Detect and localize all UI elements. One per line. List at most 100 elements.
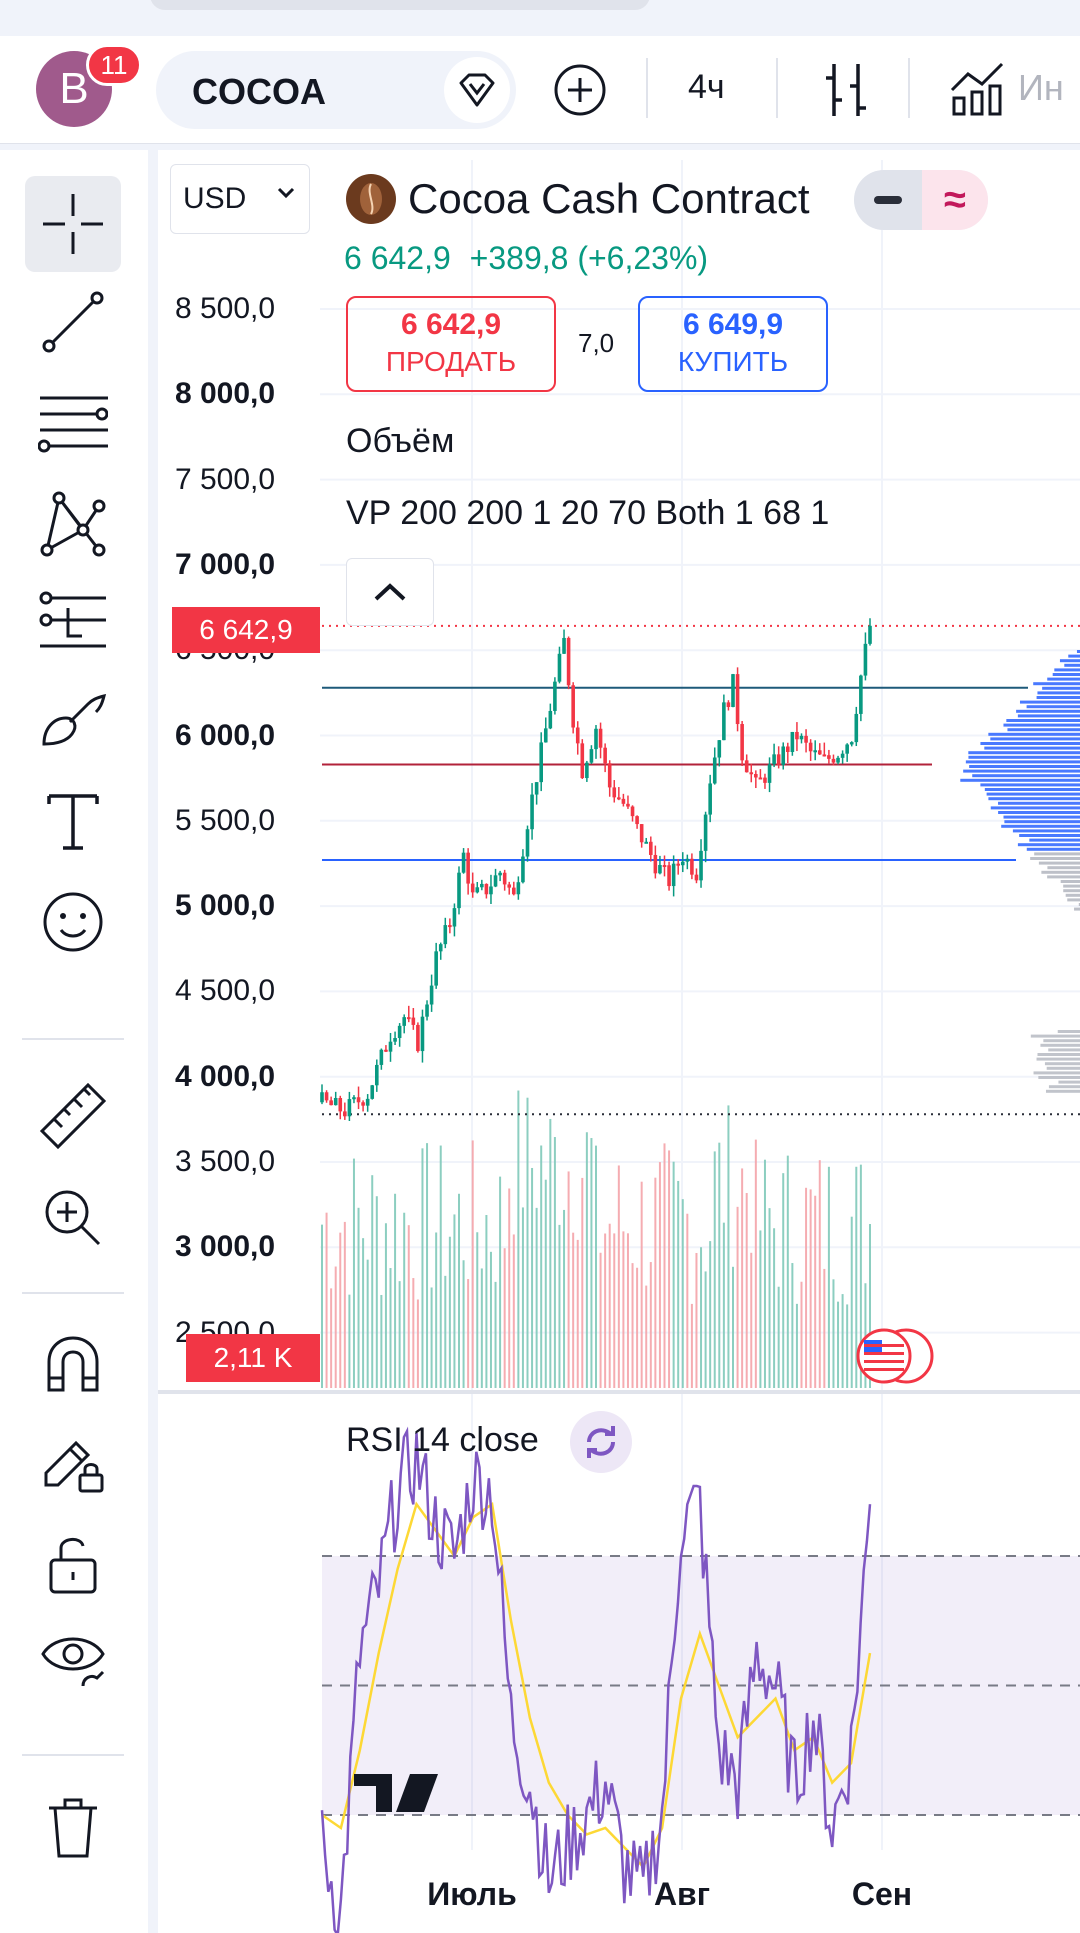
- volume-bar: [791, 1263, 794, 1388]
- candle-body: [361, 1102, 365, 1106]
- volume-profile-bar: [969, 765, 1080, 768]
- trash-icon: [49, 1798, 97, 1858]
- volume-bar: [759, 1230, 762, 1388]
- price-change-line: 6 642,9 +389,8 (+6,23%): [344, 240, 708, 277]
- hide-drawings-tool[interactable]: [25, 1612, 121, 1708]
- candle-body: [539, 742, 543, 783]
- candle-body: [566, 637, 571, 686]
- volume-bar: [471, 1140, 474, 1388]
- volume-profile-bar: [1017, 843, 1080, 847]
- volume-bar: [722, 1222, 725, 1388]
- volume-bar: [668, 1150, 671, 1388]
- candle-body: [411, 1017, 416, 1025]
- volume-profile-bar: [1054, 668, 1080, 672]
- volume-profile-bar: [1036, 696, 1080, 699]
- candle-body: [699, 850, 703, 881]
- compare-button[interactable]: ≈: [922, 170, 988, 230]
- candle-body: [475, 887, 480, 893]
- candle-body: [822, 754, 827, 757]
- volume-bar: [640, 1181, 643, 1388]
- volume-bar: [389, 1268, 392, 1388]
- volume-profile-bar: [986, 792, 1080, 796]
- candle-body: [603, 747, 607, 764]
- volume-profile-bar: [1067, 898, 1080, 902]
- sell-button[interactable]: 6 642,9 ПРОДАТЬ: [346, 296, 556, 392]
- candle-body: [607, 763, 612, 788]
- lock-drawing-icon: [44, 1440, 104, 1493]
- chart-type-button[interactable]: [818, 60, 874, 120]
- candle-body: [649, 841, 653, 855]
- chevron-up-icon: [374, 583, 406, 601]
- ruler-tool[interactable]: [25, 1068, 121, 1164]
- volume-bar: [480, 1268, 483, 1388]
- timeframe-button[interactable]: 4ч: [688, 68, 725, 107]
- volume-bar: [599, 1252, 602, 1388]
- volume-profile-bar: [1057, 1030, 1080, 1033]
- volume-bar: [403, 1212, 406, 1388]
- volume-bar: [741, 1168, 744, 1388]
- volume-profile-bar: [1001, 824, 1080, 828]
- brush-tool[interactable]: [25, 672, 121, 768]
- volume-bar: [795, 1303, 798, 1388]
- vp-indicator-legend[interactable]: VP 200 200 1 20 70 Both 1 68 1: [346, 494, 830, 532]
- collapse-legend-button[interactable]: [346, 558, 434, 626]
- trend-line-tool[interactable]: [25, 274, 121, 370]
- indicators-button[interactable]: Ин: [948, 60, 1064, 116]
- rsi-refresh-button[interactable]: [570, 1411, 632, 1473]
- chart-panel[interactable]: [158, 150, 1080, 1933]
- pattern-tool[interactable]: [25, 476, 121, 572]
- volume-bar: [768, 1208, 771, 1388]
- candle-body: [553, 681, 557, 711]
- crosshair-tool[interactable]: [25, 176, 121, 272]
- candle-body: [375, 1064, 379, 1086]
- volume-bar: [430, 1287, 433, 1388]
- volume-bar: [823, 1268, 826, 1388]
- add-symbol-button[interactable]: [552, 62, 608, 118]
- currency-selector[interactable]: USD: [170, 164, 310, 234]
- volume-bar: [777, 1286, 780, 1388]
- candle-body: [438, 944, 443, 952]
- emoji-icon: [43, 892, 103, 952]
- gem-button[interactable]: [444, 57, 510, 123]
- candle-body: [575, 727, 580, 744]
- volume-profile-bar: [984, 746, 1080, 750]
- us-flag-stripe: [864, 1352, 904, 1355]
- volume-bar: [362, 1238, 365, 1388]
- candle-body: [621, 798, 626, 804]
- volume-bar: [672, 1161, 675, 1388]
- rsi-legend[interactable]: RSI 14 close: [346, 1421, 539, 1459]
- remove-drawings-tool[interactable]: [25, 1780, 121, 1876]
- volume-bar: [407, 1225, 410, 1388]
- symbol-search[interactable]: COCOA: [156, 51, 516, 129]
- rsi-line: [320, 1426, 872, 1933]
- candle-body: [626, 803, 630, 807]
- candle-body: [352, 1097, 356, 1100]
- fib-tool[interactable]: [25, 374, 121, 470]
- volume-indicator-legend[interactable]: Объём: [346, 422, 455, 460]
- candle-body: [562, 637, 566, 654]
- candle-body: [735, 674, 740, 725]
- candle-body: [658, 865, 662, 874]
- price-change: +389,8 (+6,23%): [469, 240, 709, 276]
- magnet-tool[interactable]: [25, 1316, 121, 1412]
- volume-profile-bar: [972, 774, 1080, 778]
- buy-button[interactable]: 6 649,9 КУПИТЬ: [638, 296, 828, 392]
- emoji-tool[interactable]: [25, 874, 121, 970]
- minimize-legend-button[interactable]: [854, 170, 922, 230]
- volume-bar: [394, 1193, 397, 1388]
- plus-circle-icon: [554, 64, 606, 116]
- unlock-tool[interactable]: [25, 1516, 121, 1612]
- candle-body: [758, 777, 763, 780]
- candle-body: [813, 750, 817, 753]
- volume-bar: [622, 1231, 625, 1388]
- volume-bar: [855, 1166, 858, 1388]
- long-position-tool[interactable]: [25, 574, 121, 670]
- legend-controls[interactable]: ≈: [854, 170, 988, 230]
- lock-drawing-tool[interactable]: [25, 1414, 121, 1510]
- volume-profile-bar: [1033, 1071, 1080, 1075]
- zoom-tool[interactable]: [25, 1170, 121, 1266]
- candle-body: [836, 757, 840, 763]
- text-tool[interactable]: [25, 774, 121, 870]
- volume-bar: [595, 1145, 597, 1388]
